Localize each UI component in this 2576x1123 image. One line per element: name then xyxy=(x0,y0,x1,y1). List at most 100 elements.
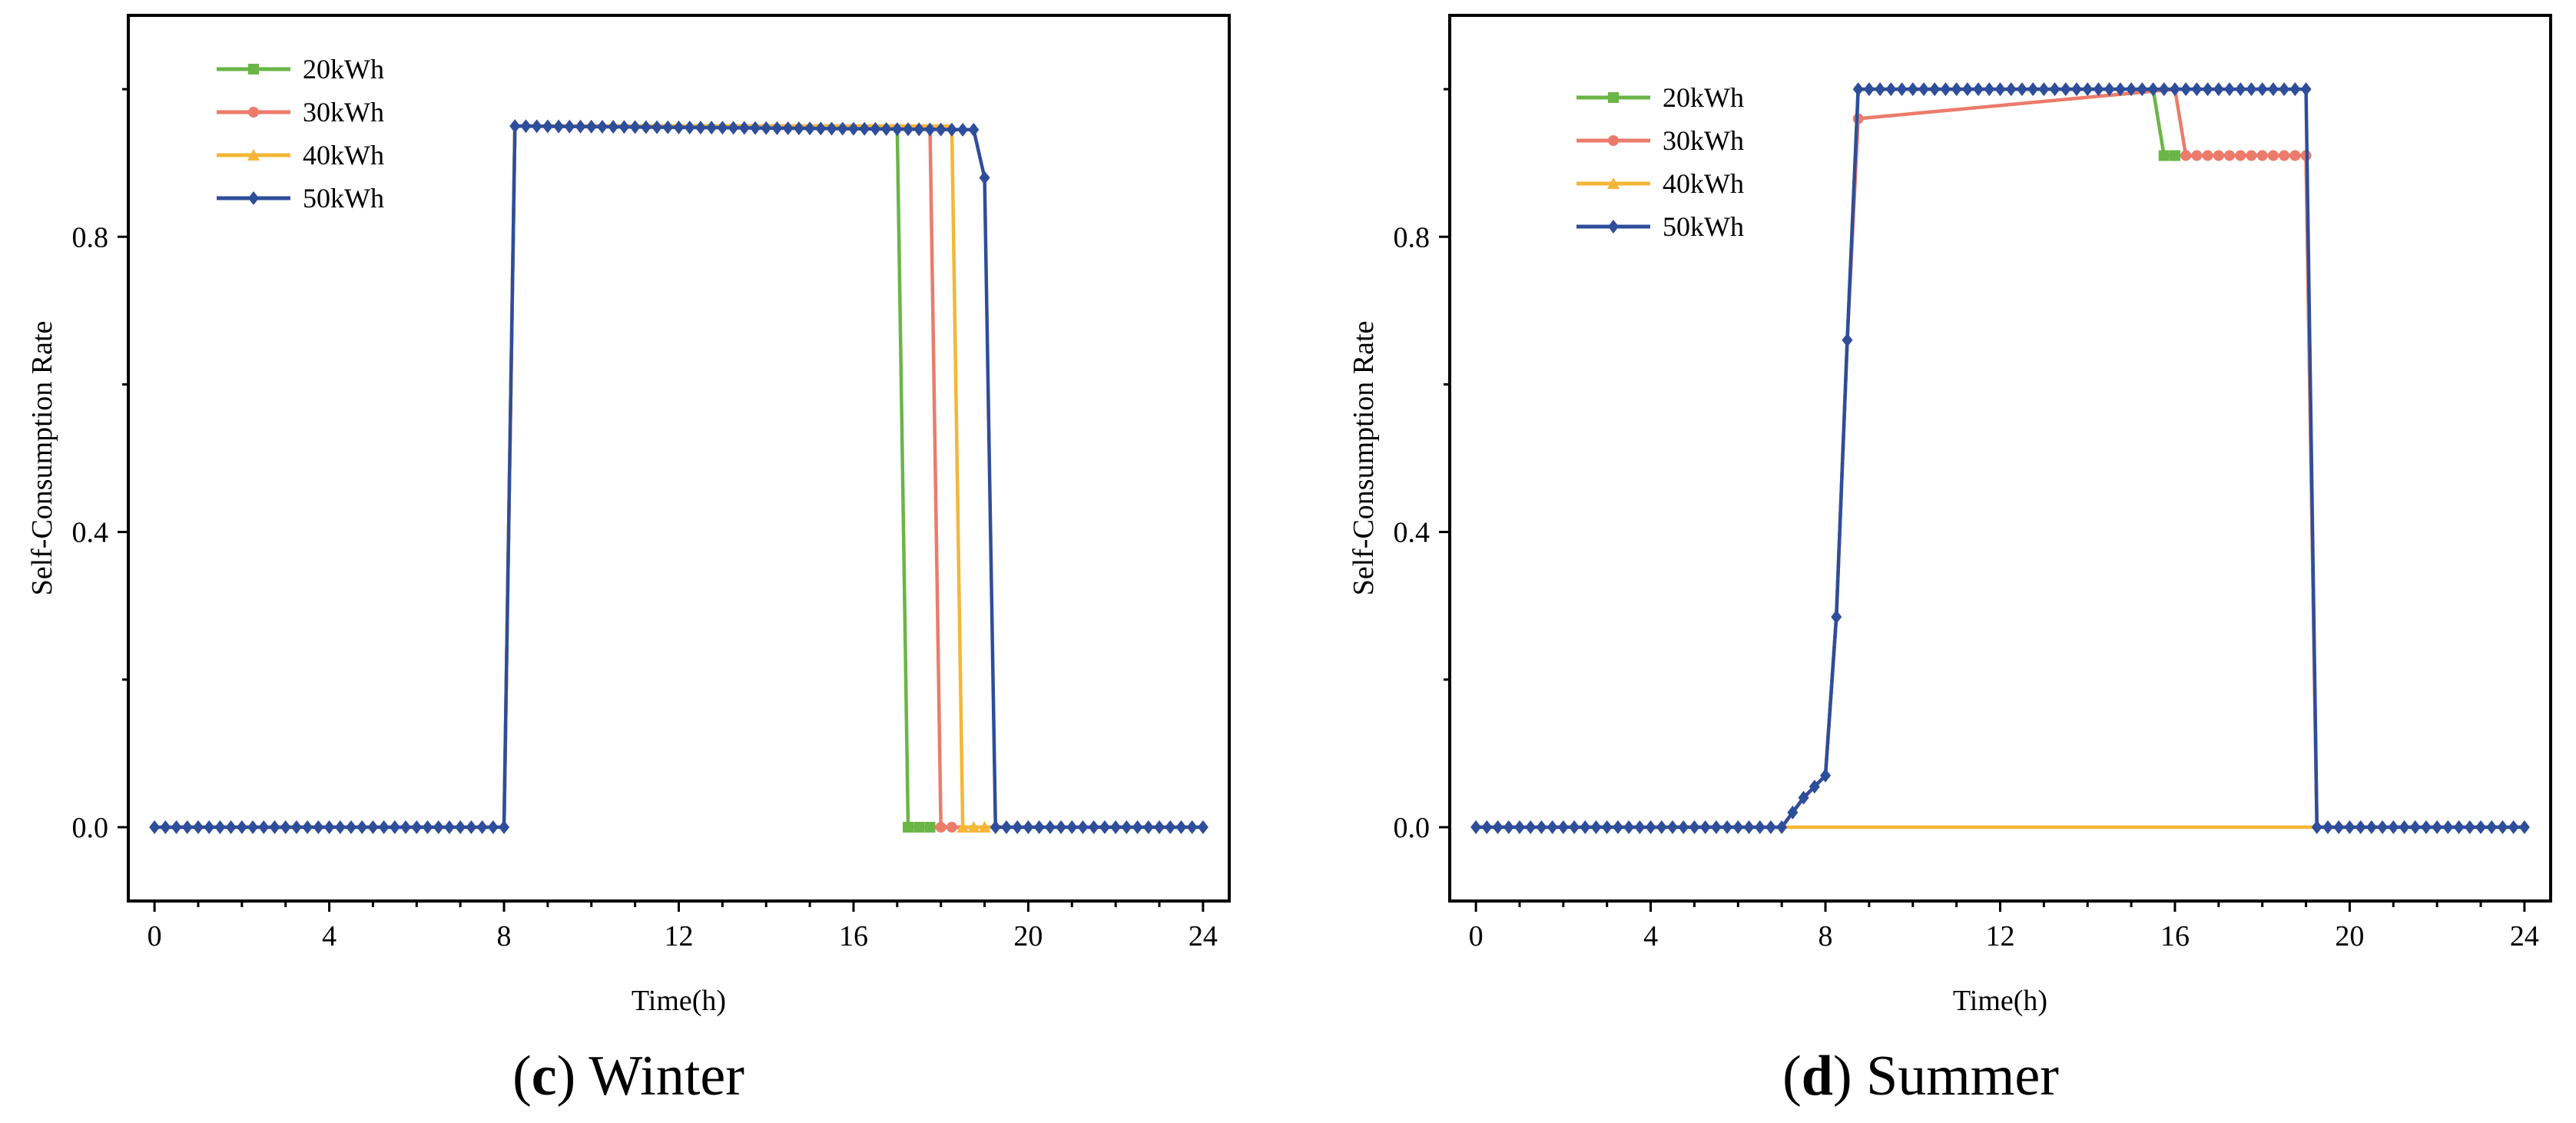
data-point xyxy=(640,120,651,134)
x-tick-label: 12 xyxy=(665,920,694,952)
data-point xyxy=(160,820,171,834)
panel-caption: (d) Summer xyxy=(1782,1045,2059,1108)
x-tick-label: 12 xyxy=(1986,920,2015,952)
data-point xyxy=(411,820,423,834)
data-point xyxy=(1831,610,1842,624)
data-point xyxy=(1121,820,1132,834)
data-point xyxy=(1885,82,1897,97)
data-point xyxy=(2256,150,2268,161)
data-point xyxy=(2464,820,2475,834)
legend-swatch-marker xyxy=(248,64,259,75)
data-point xyxy=(870,121,881,136)
data-point xyxy=(181,820,193,834)
x-tick-label: 0 xyxy=(1469,920,1484,952)
x-tick-label: 0 xyxy=(148,920,162,952)
data-point xyxy=(2311,820,2322,834)
caption-close-paren: ) xyxy=(1833,1045,1852,1108)
data-point xyxy=(2453,820,2465,834)
series-50kWh xyxy=(1470,82,2530,834)
data-point xyxy=(1044,820,1056,834)
x-tick-label: 16 xyxy=(839,920,868,952)
y-tick-label: 0.8 xyxy=(72,221,109,253)
data-point xyxy=(1154,820,1165,834)
data-point xyxy=(455,820,466,834)
legend: 20kWh 30kWh 40kWh 50kWh xyxy=(217,54,384,214)
data-point xyxy=(771,121,783,135)
data-point xyxy=(1754,820,1765,834)
legend-item: 40kWh xyxy=(217,140,384,171)
data-point xyxy=(2191,150,2203,161)
data-point xyxy=(334,820,346,834)
data-point xyxy=(2267,82,2279,97)
data-point xyxy=(1689,820,1700,834)
panel-summer: 0 4 8 12 16 20 24 0.0 0.4 0.8 Time(h) Self-Consumpt… xyxy=(1348,14,2552,1108)
data-point xyxy=(1557,820,1569,834)
data-point xyxy=(2518,820,2530,834)
data-point xyxy=(662,120,674,134)
x-tick-label: 4 xyxy=(322,920,337,952)
data-point xyxy=(1842,333,1853,347)
data-point xyxy=(1132,820,1143,834)
data-point xyxy=(935,821,947,833)
legend-swatch-marker xyxy=(1608,135,1619,146)
data-point xyxy=(1000,820,1012,834)
data-point xyxy=(2399,820,2410,834)
x-tick-label: 8 xyxy=(1818,920,1833,952)
series-line xyxy=(1476,87,2525,830)
data-point xyxy=(1820,768,1832,783)
caption-letter: c xyxy=(532,1045,557,1108)
data-point xyxy=(1798,790,1809,805)
data-point xyxy=(1547,820,1558,834)
data-point xyxy=(1066,820,1078,834)
legend-item: 50kWh xyxy=(217,183,384,214)
data-point xyxy=(1186,820,1198,834)
series-line xyxy=(154,124,1203,830)
panel-caption: (c) Winter xyxy=(512,1045,744,1108)
y-axis-title: Self-Consumption Rate xyxy=(1348,321,1380,596)
legend-label: 30kWh xyxy=(1663,125,1744,156)
data-point xyxy=(1645,820,1656,834)
data-point xyxy=(1012,820,1023,834)
series-line xyxy=(154,124,1203,830)
data-point xyxy=(2169,150,2180,161)
legend-item: 20kWh xyxy=(1576,82,1744,113)
data-point xyxy=(2279,82,2290,97)
data-point xyxy=(903,122,914,137)
data-point xyxy=(1678,820,1689,834)
data-point xyxy=(509,119,521,134)
series-50kWh xyxy=(149,119,1208,834)
data-point xyxy=(346,820,357,834)
legend-swatch-marker xyxy=(1607,177,1620,189)
data-point xyxy=(2137,82,2148,97)
legend-swatch-marker xyxy=(1608,220,1619,234)
caption-open-paren: ( xyxy=(512,1045,532,1108)
data-point xyxy=(2213,82,2224,97)
legend-label: 50kWh xyxy=(1663,211,1744,242)
data-point xyxy=(1875,82,1886,97)
data-point xyxy=(1142,820,1154,834)
data-point xyxy=(1863,82,1875,97)
data-point xyxy=(978,820,991,833)
data-point xyxy=(1513,820,1525,834)
data-point xyxy=(1907,82,1918,97)
data-point xyxy=(2202,82,2213,97)
data-point xyxy=(1787,805,1799,820)
data-point xyxy=(706,121,718,135)
data-point xyxy=(1776,820,1788,834)
data-point xyxy=(1623,820,1635,834)
data-point xyxy=(815,121,827,136)
plot-frame xyxy=(127,14,1231,903)
series-40kWh xyxy=(154,124,1203,833)
data-point xyxy=(171,820,182,834)
data-point xyxy=(1023,820,1034,834)
legend-swatch-marker xyxy=(1608,92,1619,103)
data-point xyxy=(575,119,586,134)
data-point xyxy=(859,121,870,136)
data-point xyxy=(389,820,400,834)
series-20kWh xyxy=(154,124,1203,833)
data-point xyxy=(1667,820,1679,834)
data-point xyxy=(225,820,237,834)
data-point xyxy=(1492,820,1503,834)
series-line xyxy=(1476,87,2525,830)
data-point xyxy=(1809,780,1820,794)
